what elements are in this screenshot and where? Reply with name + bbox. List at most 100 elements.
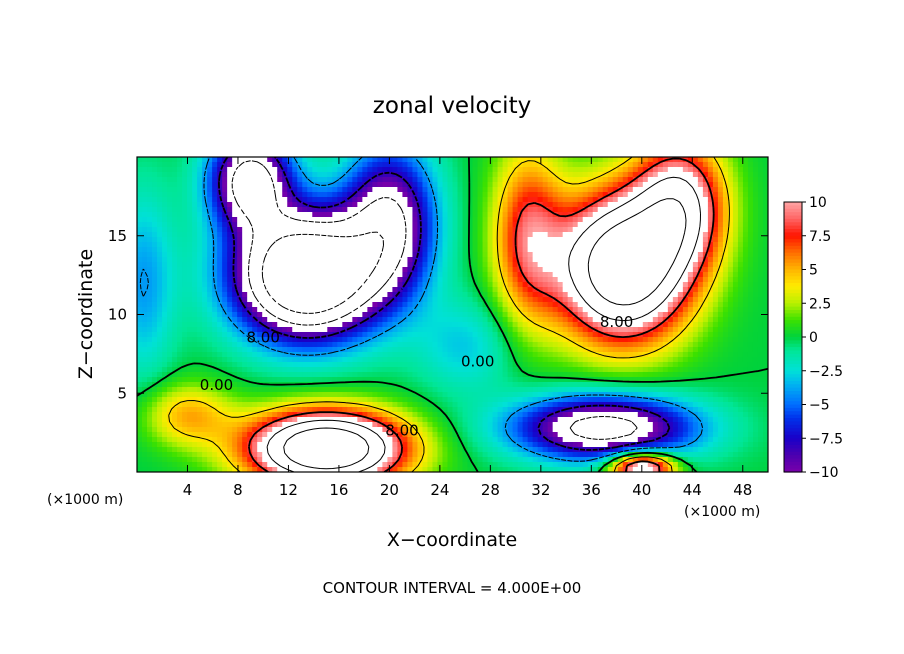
heatmap-cell — [332, 172, 338, 178]
heatmap-cell — [537, 277, 544, 283]
heatmap-cell — [307, 312, 313, 318]
heatmap-cell — [737, 327, 744, 333]
heatmap-cell — [137, 167, 143, 173]
heatmap-cell — [297, 252, 303, 258]
heatmap-cell — [212, 252, 218, 258]
heatmap-cell — [447, 337, 454, 343]
heatmap-cell — [692, 342, 699, 348]
heatmap-cell — [472, 222, 479, 228]
heatmap-cell — [332, 347, 338, 353]
heatmap-cell — [297, 342, 303, 348]
heatmap-cell — [152, 207, 158, 213]
heatmap-cell — [412, 292, 419, 298]
heatmap-cell — [147, 342, 153, 348]
heatmap-cell — [367, 162, 373, 168]
heatmap-cell — [732, 187, 739, 193]
heatmap-cell — [732, 252, 739, 258]
heatmap-cell — [252, 252, 258, 258]
heatmap-cell — [227, 327, 233, 333]
heatmap-cell — [632, 167, 639, 173]
heatmap-cell — [637, 292, 644, 298]
heatmap-cell — [537, 237, 544, 243]
heatmap-cell — [607, 227, 614, 233]
heatmap-cell — [717, 177, 724, 183]
heatmap-cell — [612, 237, 619, 243]
heatmap-cell — [382, 272, 388, 278]
heatmap-cell — [242, 272, 248, 278]
heatmap-cell — [722, 192, 729, 198]
heatmap-cell — [527, 182, 534, 188]
heatmap-cell — [512, 287, 519, 293]
heatmap-cell — [547, 202, 554, 208]
heatmap-cell — [582, 287, 589, 293]
heatmap-cell — [147, 337, 153, 343]
heatmap-cell — [667, 202, 674, 208]
heatmap-cell — [472, 197, 479, 203]
heatmap-cell — [287, 347, 293, 353]
heatmap-cell — [642, 177, 649, 183]
heatmap-cell — [677, 332, 684, 338]
heatmap-cell — [657, 172, 664, 178]
heatmap-cell — [752, 312, 759, 318]
heatmap-cell — [532, 162, 539, 168]
heatmap-cell — [367, 297, 373, 303]
heatmap-cell — [372, 287, 378, 293]
heatmap-cell — [647, 267, 654, 273]
heatmap-cell — [467, 237, 474, 243]
heatmap-cell — [652, 327, 659, 333]
heatmap-cell — [612, 247, 619, 253]
heatmap-cell — [352, 192, 358, 198]
heatmap-cell — [452, 302, 459, 308]
heatmap-cell — [447, 192, 454, 198]
heatmap-cell — [197, 207, 203, 213]
heatmap-cell — [567, 327, 574, 333]
heatmap-cell — [677, 262, 684, 268]
heatmap-cell — [747, 317, 754, 323]
heatmap-cell — [292, 232, 298, 238]
heatmap-cell — [162, 347, 168, 353]
heatmap-cell — [147, 282, 153, 288]
heatmap-cell — [712, 232, 719, 238]
heatmap-cell — [437, 262, 444, 268]
heatmap-cell — [227, 217, 233, 223]
heatmap-cell — [247, 172, 253, 178]
heatmap-cell — [632, 177, 639, 183]
heatmap-cell — [192, 257, 198, 263]
heatmap-cell — [647, 202, 654, 208]
heatmap-cell — [232, 337, 238, 343]
heatmap-cell — [487, 342, 494, 348]
heatmap-cell — [402, 347, 409, 353]
heatmap-cell — [407, 277, 414, 283]
heatmap-cell — [167, 187, 173, 193]
heatmap-cell — [707, 202, 714, 208]
heatmap-cell — [532, 182, 539, 188]
heatmap-cell — [537, 242, 544, 248]
heatmap-cell — [302, 197, 308, 203]
heatmap-cell — [457, 177, 464, 183]
heatmap-cell — [542, 312, 549, 318]
heatmap-cell — [712, 282, 719, 288]
heatmap-cell — [232, 332, 238, 338]
heatmap-cell — [697, 262, 704, 268]
heatmap-cell — [402, 292, 409, 298]
heatmap-cell — [632, 347, 639, 353]
heatmap-cell — [582, 232, 589, 238]
heatmap-cell — [382, 252, 388, 258]
heatmap-cell — [162, 297, 168, 303]
heatmap-cell — [617, 282, 624, 288]
heatmap-cell — [562, 222, 569, 228]
heatmap-cell — [622, 202, 629, 208]
heatmap-cell — [492, 332, 499, 338]
heatmap-cell — [502, 272, 509, 278]
heatmap-cell — [517, 207, 524, 213]
heatmap-cell — [547, 337, 554, 343]
heatmap-cell — [207, 202, 213, 208]
heatmap-cell — [347, 157, 353, 163]
heatmap-cell — [707, 207, 714, 213]
heatmap-cell — [317, 257, 323, 263]
heatmap-cell — [447, 267, 454, 273]
heatmap-cell — [732, 177, 739, 183]
heatmap-cell — [212, 162, 218, 168]
heatmap-cell — [587, 187, 594, 193]
heatmap-cell — [407, 352, 414, 358]
